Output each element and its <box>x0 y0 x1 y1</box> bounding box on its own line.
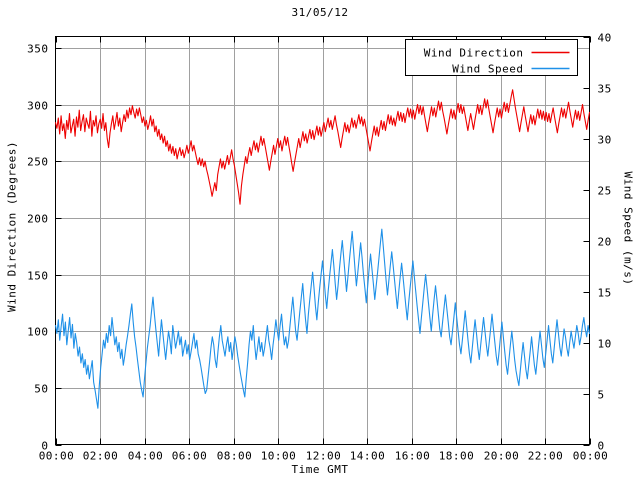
x-axis-tick-label: 16:00 <box>395 450 431 463</box>
y-axis-left-tick-label: 100 <box>27 326 48 339</box>
y-axis-right-tick-label: 0 <box>598 440 605 453</box>
gridlines <box>55 36 590 445</box>
series-line-wind-speed <box>54 228 591 409</box>
y-axis-left-tick-label: 250 <box>27 156 48 169</box>
y-axis-left-tick-label: 350 <box>27 43 48 56</box>
x-axis-tick-label: 14:00 <box>350 450 386 463</box>
y-axis-right-tick-label: 25 <box>598 185 612 198</box>
x-axis-tick-label: 06:00 <box>172 450 208 463</box>
series-line-wind-direction <box>54 89 591 205</box>
y-axis-left-tick-label: 50 <box>34 383 48 396</box>
y-axis-left-tick-label: 0 <box>41 440 48 453</box>
x-axis-ticks: 00:00 02:00 04:00 06:00 08:00 10:00 12:00 14:00… <box>39 450 609 463</box>
y-axis-right-tick-label: 20 <box>598 236 612 249</box>
x-axis-tick-label: 08:00 <box>217 450 253 463</box>
y-axis-right-tick-label: 10 <box>598 338 612 351</box>
x-axis-title: Time GMT <box>291 463 349 476</box>
x-axis-tick-label: 20:00 <box>484 450 520 463</box>
chart-legend: Wind Direction Wind Speed <box>405 39 578 76</box>
legend-label-wind-speed: Wind Speed <box>452 63 523 76</box>
chart-title: 31/05/12 <box>291 6 349 19</box>
x-axis-tick-label: 02:00 <box>83 450 119 463</box>
plot-frame <box>55 36 590 445</box>
y-axis-right-tick-label: 40 <box>598 32 612 45</box>
y-axis-left-ticks: 0 50 100 150 200 250 300 350 <box>27 43 48 453</box>
legend-box <box>405 39 578 76</box>
y-axis-left-tick-label: 200 <box>27 213 48 226</box>
y-axis-right-tick-label: 5 <box>598 389 605 402</box>
y-axis-right-tick-label: 30 <box>598 134 612 147</box>
x-axis-tick-label: 00:00 <box>573 450 609 463</box>
data-series-layer <box>54 89 591 409</box>
x-axis-tick-label: 12:00 <box>306 450 342 463</box>
legend-label-wind-direction: Wind Direction <box>424 47 524 60</box>
x-axis-tick-label: 18:00 <box>439 450 475 463</box>
y-axis-right-ticks: 0 5 10 15 20 25 30 35 40 <box>598 32 612 453</box>
y-axis-right-tick-label: 15 <box>598 287 612 300</box>
x-axis-tick-label: 04:00 <box>128 450 164 463</box>
x-axis-tick-label: 10:00 <box>261 450 297 463</box>
y-axis-right-tick-label: 35 <box>598 83 612 96</box>
x-axis-tick-label: 22:00 <box>528 450 564 463</box>
x-axis-tick-label: 00:00 <box>39 450 75 463</box>
y-axis-left-tick-label: 150 <box>27 270 48 283</box>
y-axis-left-tick-label: 300 <box>27 100 48 113</box>
